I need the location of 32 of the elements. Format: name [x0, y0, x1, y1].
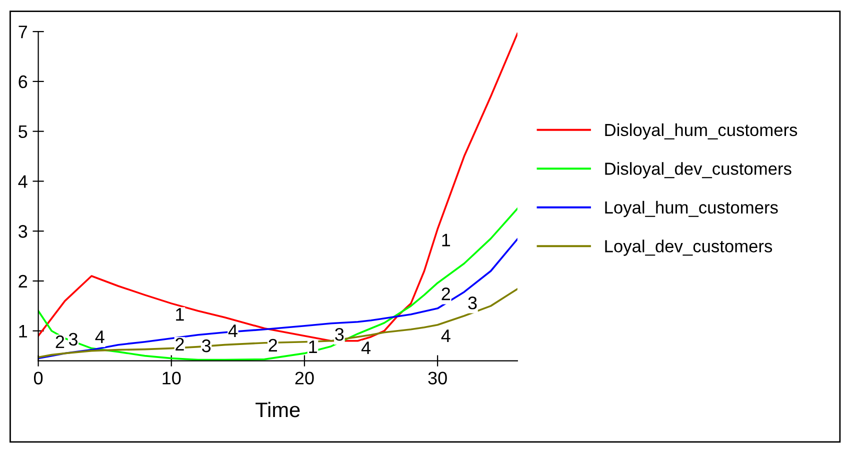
y-tick-label: 7	[18, 26, 27, 38]
y-tick-label: 4	[18, 175, 28, 188]
annotation: 2	[442, 288, 450, 300]
annotation: 1	[176, 308, 184, 321]
annotation: 3	[202, 339, 211, 352]
annotation: 1	[442, 234, 450, 246]
line-series	[38, 288, 518, 358]
x-tick-label: 0	[34, 372, 43, 384]
y-tick-label: 3	[18, 225, 28, 238]
annotation: 4	[228, 324, 238, 338]
annotation: 3	[335, 328, 344, 341]
legend-label: Disloyal_dev_customers	[605, 162, 792, 178]
annotation: 2	[176, 338, 184, 350]
annotation: 2	[268, 338, 277, 352]
annotation: 3	[468, 296, 477, 310]
legend-label: Disloyal_hum_customers	[605, 123, 798, 140]
legend-label: Loyal_dev_customers	[605, 240, 772, 256]
y-tick-label: 6	[18, 75, 28, 88]
annotation: 4	[95, 330, 104, 343]
y-tick-label: 1	[19, 324, 27, 338]
annotation: 3	[68, 332, 78, 346]
y-tick-label: 2	[18, 274, 27, 288]
x-tick-label: 10	[162, 372, 181, 384]
x-axis-title: Time	[256, 402, 300, 418]
x-tick-label: 20	[295, 372, 314, 384]
annotation: 4	[441, 330, 450, 342]
annotation: 2	[56, 335, 64, 348]
x-tick-label: 30	[428, 372, 447, 384]
annotation: 4	[361, 342, 371, 354]
legend-label: Loyal_hum_customers	[605, 200, 778, 218]
y-tick-label: 5	[18, 125, 28, 138]
annotation: 1	[309, 340, 317, 354]
